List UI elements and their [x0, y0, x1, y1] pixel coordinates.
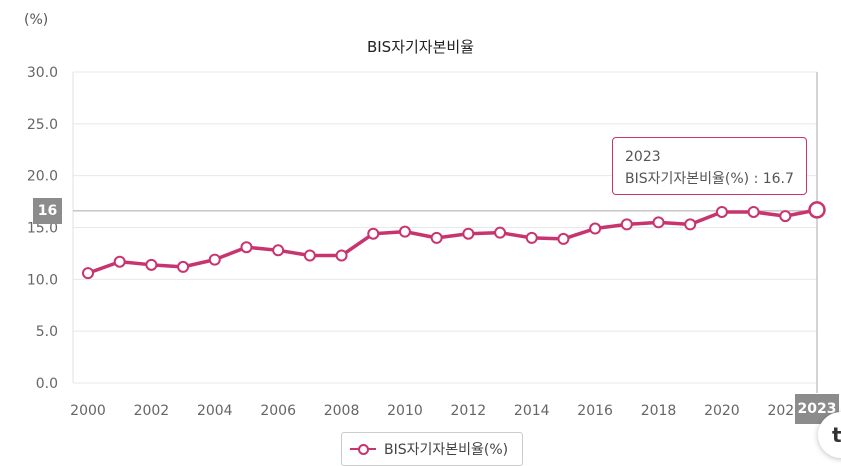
data-point: [808, 201, 826, 219]
data-point: [620, 218, 633, 231]
data-point: [715, 205, 728, 218]
series-line: [87, 208, 818, 275]
data-point: [145, 258, 158, 271]
data-point: [208, 253, 221, 266]
data-point: [652, 216, 665, 229]
data-point: [82, 267, 94, 280]
x-tick-label: 2020: [704, 403, 740, 419]
y-tick-label: 30.0: [27, 65, 58, 81]
data-tooltip: 2023 BIS자기자본비율(%) : 16.7: [612, 137, 807, 195]
y-tick-label: 5.0: [36, 324, 58, 340]
crosshair-y-label: 16: [33, 198, 62, 224]
y-tick-label: 10.0: [27, 272, 58, 288]
x-tick-label: 2016: [577, 403, 613, 419]
tooltip-value: BIS자기자본비율(%) : 16.7: [625, 171, 794, 187]
data-point: [557, 232, 570, 245]
data-point: [177, 260, 190, 273]
data-point: [684, 218, 697, 231]
x-tick-label: 2010: [387, 403, 423, 419]
x-tick-label: 2002: [134, 403, 170, 419]
data-point: [589, 222, 602, 235]
legend-label: BIS자기자본비율(%): [384, 442, 509, 458]
tooltip-year: 2023: [625, 149, 661, 165]
legend-item[interactable]: BIS자기자본비율(%): [341, 432, 523, 466]
x-tick-label: 2018: [641, 403, 677, 419]
x-tick-label: 2008: [324, 403, 360, 419]
data-point: [494, 226, 507, 239]
y-tick-label: 20.0: [27, 169, 58, 185]
y-tick-label: 0.0: [36, 376, 58, 392]
data-point: [240, 241, 253, 254]
x-tick-label: 2014: [514, 403, 550, 419]
data-point: [525, 231, 538, 244]
scroll-top-button[interactable]: t: [818, 412, 841, 458]
x-tick-label: 2006: [260, 403, 296, 419]
data-point: [303, 249, 316, 262]
data-point: [462, 227, 475, 240]
legend-marker-icon: [350, 443, 376, 455]
data-point: [272, 244, 285, 257]
chart-title: BIS자기자본비율: [366, 38, 475, 56]
data-point: [398, 225, 411, 238]
data-point: [779, 210, 792, 223]
y-unit-label: (%): [24, 12, 49, 28]
y-tick-label: 25.0: [27, 117, 58, 133]
data-point: [430, 231, 443, 244]
data-point: [113, 255, 126, 268]
data-point: [367, 227, 380, 240]
y-tick-label: 15.0: [27, 221, 58, 237]
data-point: [747, 205, 760, 218]
x-tick-label: 2004: [197, 403, 233, 419]
x-tick-label: 2000: [70, 403, 106, 419]
data-point: [335, 249, 348, 262]
x-tick-label: 2022: [767, 403, 803, 419]
x-tick-label: 2012: [451, 403, 487, 419]
